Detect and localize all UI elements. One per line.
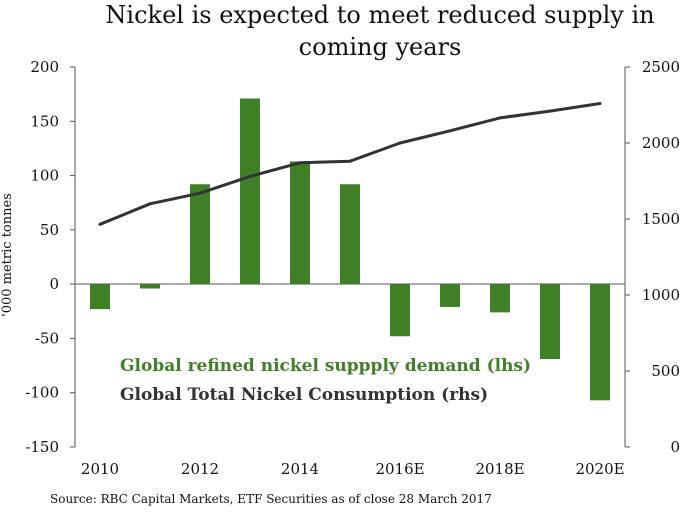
x-tick-label: 2012 [181, 460, 219, 478]
bar-2015 [340, 184, 360, 285]
bar-2020E [590, 284, 610, 401]
bar-2016E [390, 284, 410, 337]
bar-2010 [90, 284, 110, 310]
bar-series [90, 98, 610, 401]
x-axis-ticks: 2010 2012 2014 2016E 2018E 2020E [81, 460, 625, 478]
left-tick-label: 0 [49, 275, 59, 293]
bar-2018E [490, 284, 510, 313]
x-tick-label: 2016E [375, 460, 424, 478]
left-tick-label: 50 [40, 221, 59, 239]
bar-2019E [540, 284, 560, 360]
left-tick-label: 200 [30, 58, 59, 76]
legend-entry-supply-demand: Global refined nickel suppply demand (lh… [120, 356, 531, 376]
consumption-point-2012 [198, 191, 202, 195]
left-tick-label: -50 [35, 329, 59, 347]
left-tick-label: 150 [30, 112, 59, 130]
consumption-point-2019E [548, 109, 552, 113]
x-tick-label: 2020E [575, 460, 624, 478]
bar-2013 [240, 98, 260, 285]
bar-2014 [290, 161, 310, 285]
consumption-point-2015 [348, 159, 352, 163]
right-tick-label: 0 [670, 438, 680, 456]
chart-title-line-1: Nickel is expected to meet reduced suppl… [105, 1, 654, 29]
consumption-point-2020E [598, 101, 602, 105]
left-tick-label: -150 [25, 438, 59, 456]
right-tick-label: 1000 [642, 286, 680, 304]
consumption-point-2016E [398, 141, 402, 145]
consumption-point-2010 [98, 222, 102, 226]
consumption-point-2014 [298, 161, 302, 165]
consumption-point-2018E [498, 116, 502, 120]
chart-title-line-2: coming years [299, 33, 462, 61]
legend-entry-consumption: Global Total Nickel Consumption (rhs) [120, 385, 488, 405]
consumption-point-2011 [148, 202, 152, 206]
bar-2017E [440, 284, 460, 307]
consumption-point-2013 [248, 174, 252, 178]
right-tick-label: 500 [651, 362, 680, 380]
left-axis-label: '000 metric tonnes [0, 193, 15, 317]
bar-2012 [190, 184, 210, 285]
right-tick-label: 2000 [642, 134, 680, 152]
left-tick-label: 100 [30, 167, 59, 185]
x-tick-label: 2010 [81, 460, 119, 478]
right-tick-label: 1500 [642, 210, 680, 228]
consumption-point-2017E [448, 129, 452, 133]
left-tick-label: -100 [25, 384, 59, 402]
x-tick-label: 2018E [475, 460, 524, 478]
bar-2011 [140, 284, 160, 289]
source-note: Source: RBC Capital Markets, ETF Securit… [50, 492, 492, 506]
left-axis-ticks: 200 150 100 50 0 -50 -100 -150 [25, 58, 75, 456]
line-series [98, 101, 602, 226]
x-tick-label: 2014 [281, 460, 319, 478]
right-tick-label: 2500 [642, 58, 680, 76]
right-axis-ticks: 2500 2000 1500 1000 500 0 [625, 58, 680, 456]
